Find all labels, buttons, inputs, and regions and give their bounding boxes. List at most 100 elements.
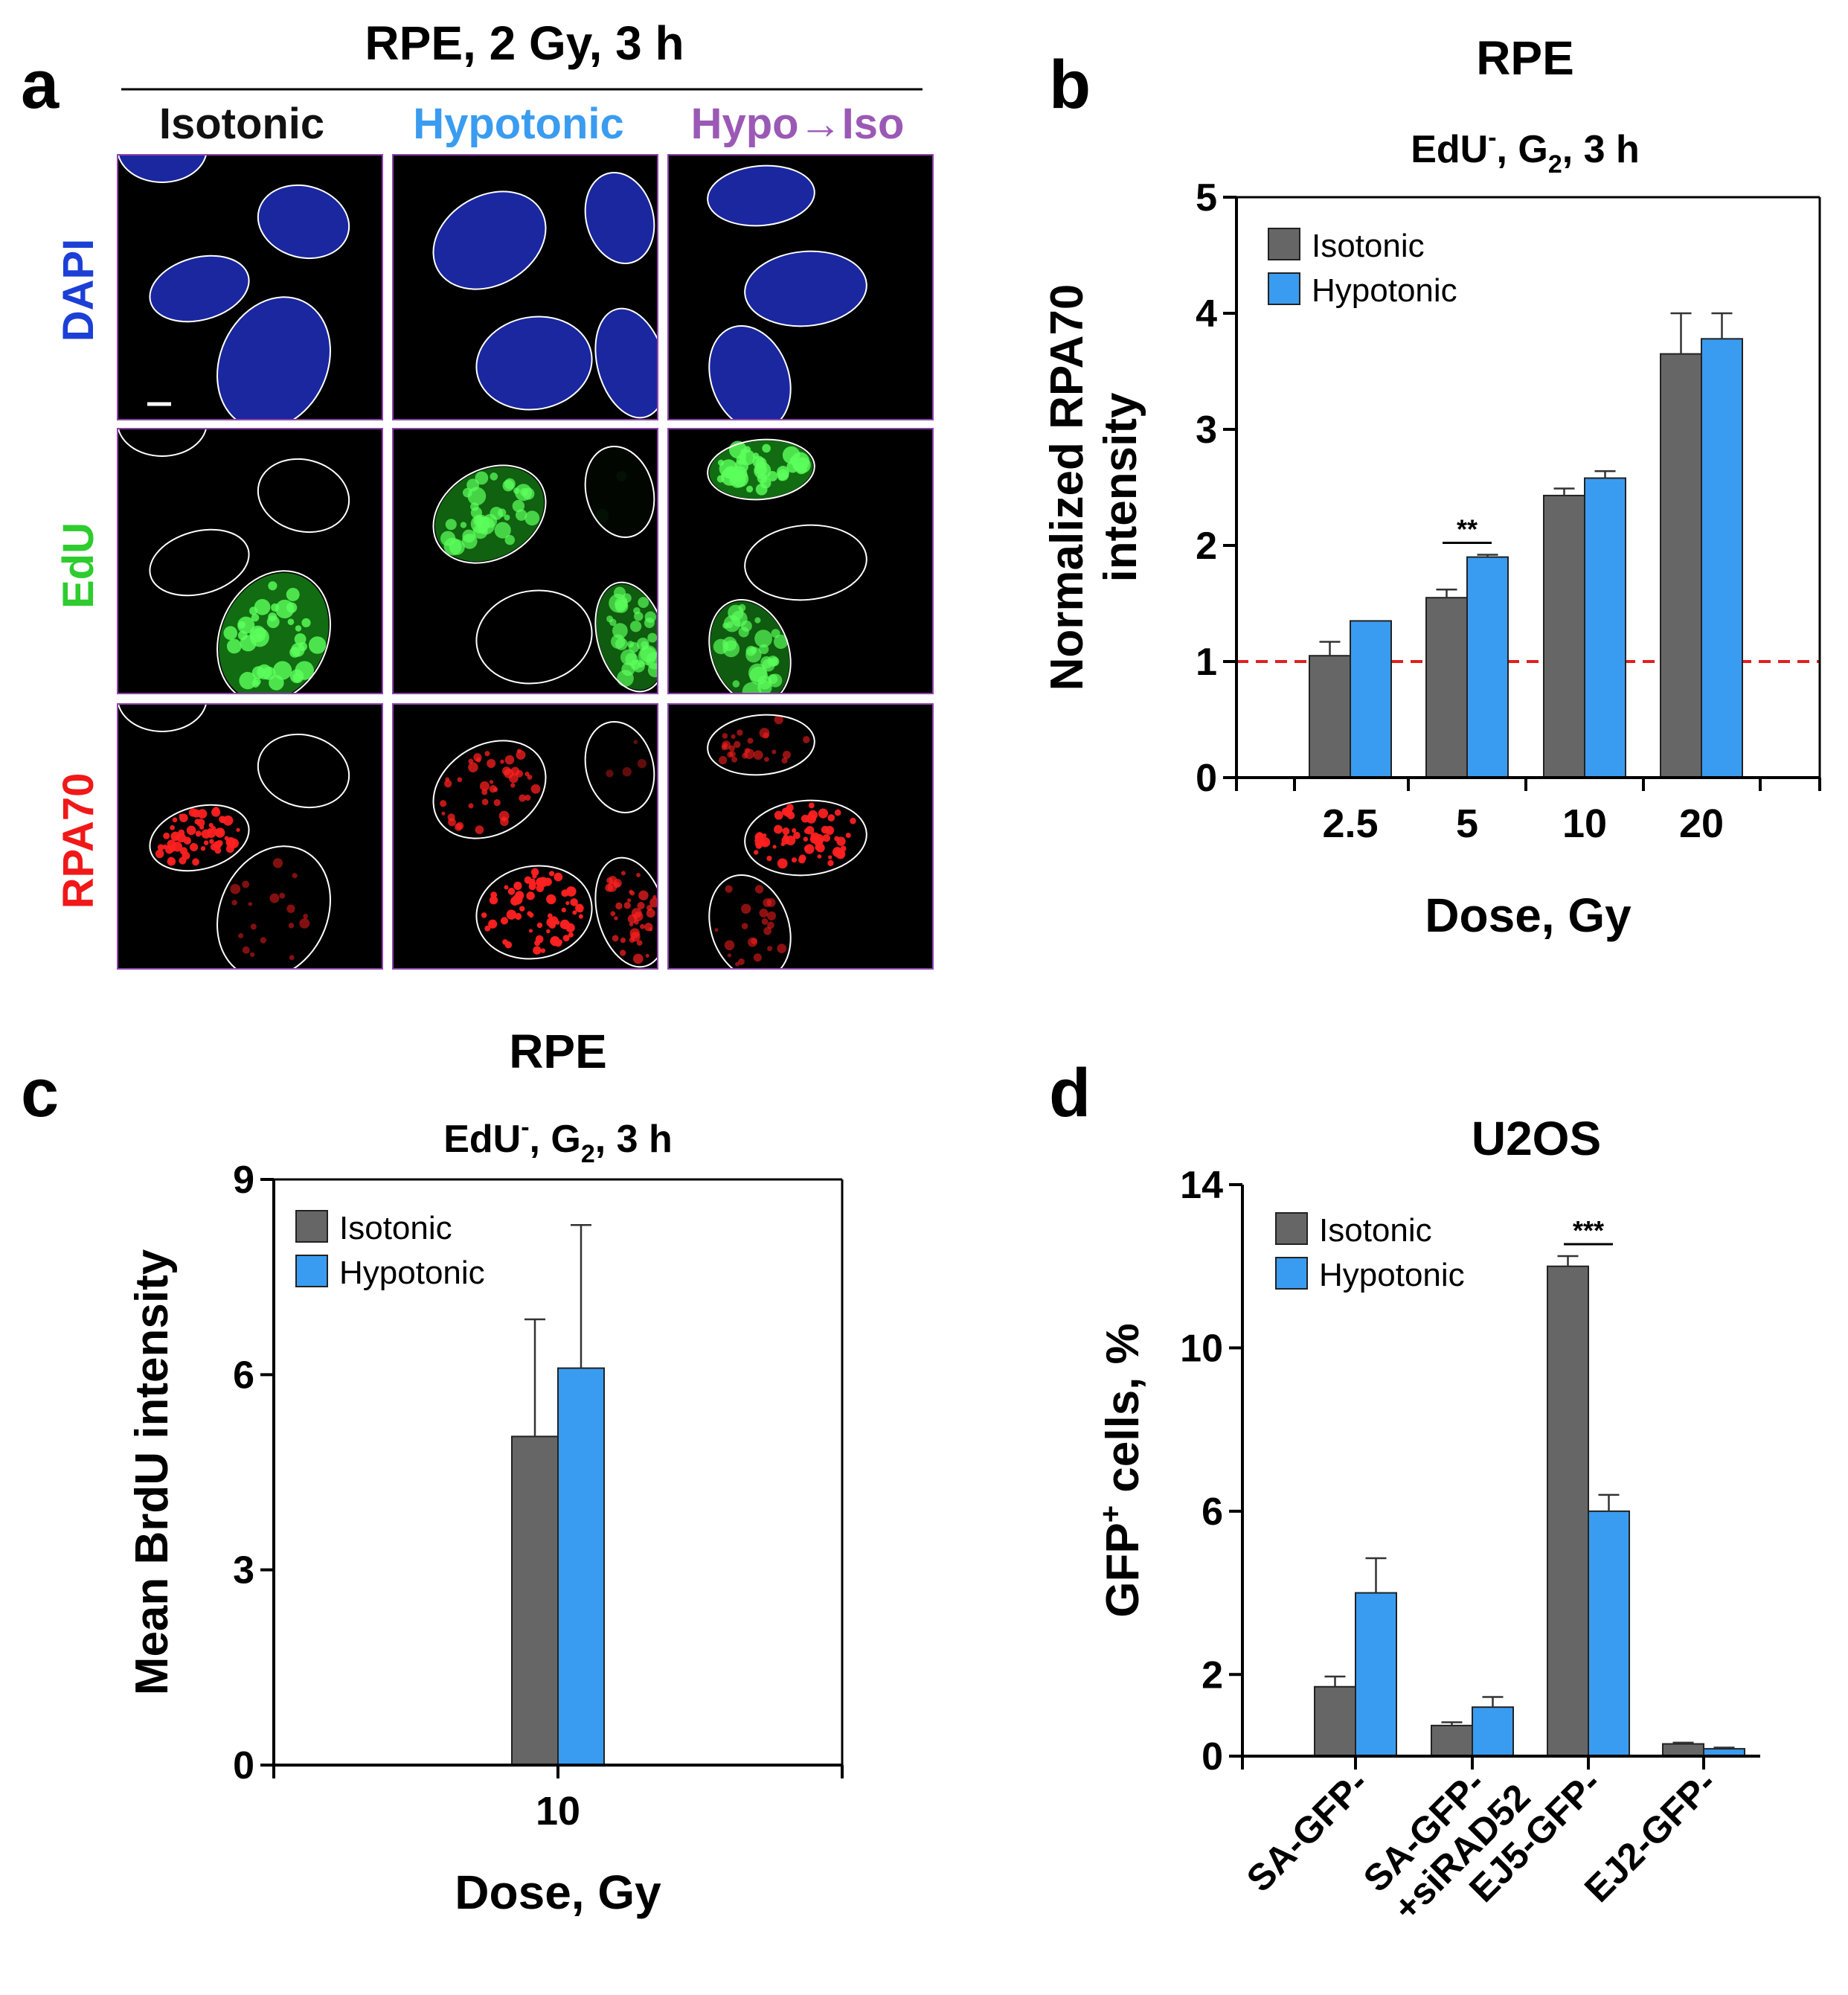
rpa70-focus	[803, 827, 810, 834]
rpa70-focus	[501, 766, 511, 775]
rpa70-focus	[454, 823, 463, 831]
edu-focus	[504, 534, 516, 545]
rpa70-focus	[762, 833, 767, 838]
bar-isotonic-2	[1543, 494, 1585, 778]
edu-focus	[515, 509, 527, 521]
nucleus-outline	[707, 438, 815, 501]
rpa70-focus	[747, 737, 754, 744]
rpa70-focus	[754, 833, 764, 842]
y-tick-label: 0	[1196, 757, 1217, 800]
y-axis-label: Normalized RPA70	[1042, 284, 1093, 691]
rpa70-focus	[734, 961, 739, 967]
rpa70-focus	[637, 902, 645, 910]
rpa70-focus	[612, 935, 619, 942]
rpa70-focus	[533, 946, 542, 955]
nucleus-outline	[216, 570, 331, 694]
rpa70-focus	[767, 946, 773, 952]
edu-focus	[520, 487, 528, 496]
y-tick-label: 9	[233, 1159, 254, 1202]
nucleus	[707, 438, 815, 501]
nucleus	[149, 804, 250, 872]
nucleus-outline	[257, 184, 350, 260]
rpa70-focus	[222, 815, 234, 826]
edu-focus	[777, 473, 786, 481]
edu-focus	[268, 612, 277, 622]
rpa70-focus	[292, 873, 298, 879]
edu-focus	[754, 630, 773, 648]
rpa70-focus	[224, 836, 229, 841]
edu-focus	[746, 485, 754, 493]
rpa70-focus	[622, 766, 632, 777]
nucleus-outline	[216, 296, 331, 420]
panel-a-title: RPE, 2 Gy, 3 h	[365, 16, 684, 70]
edu-focus	[647, 633, 658, 643]
rpa70-focus	[727, 953, 732, 958]
edu-focus	[749, 666, 769, 685]
rpa70-focus	[457, 777, 463, 783]
rpa70-focus	[238, 932, 244, 939]
nucleus-dapi-stain	[118, 155, 207, 182]
rpa70-focus	[633, 740, 638, 744]
rpa70-focus	[620, 871, 626, 876]
edu-focus	[301, 618, 311, 628]
rpa70-focus	[649, 927, 653, 932]
edu-focus	[745, 645, 757, 656]
nucleus-outline	[475, 316, 593, 411]
micrograph-border	[667, 154, 934, 420]
rpa70-focus	[242, 880, 250, 888]
rpa70-focus	[195, 830, 202, 837]
rpa70-focus	[772, 845, 777, 849]
rpa70-focus	[629, 891, 635, 896]
rpa70-focus	[741, 923, 748, 929]
rpa70-focus	[803, 836, 809, 842]
edu-focus	[254, 599, 271, 615]
edu-focus	[497, 508, 507, 517]
rpa70-focus	[512, 894, 523, 905]
rpa70-focus	[607, 882, 617, 892]
nucleus-outline	[257, 733, 350, 809]
rpa70-focus	[751, 938, 757, 945]
nucleus-outline	[475, 589, 593, 685]
rpa70-focus	[555, 920, 560, 925]
rpa70-focus	[645, 953, 649, 958]
rpa70-focus	[731, 756, 738, 763]
rpa70-focus	[771, 749, 777, 755]
edu-focus	[295, 625, 302, 632]
nucleus-outline	[584, 171, 655, 265]
rpa70-focus	[803, 846, 809, 851]
edu-focus	[634, 611, 644, 621]
edu-focus	[729, 471, 746, 488]
rpa70-focus	[786, 811, 795, 820]
micrograph-background	[393, 429, 658, 694]
edu-focus	[629, 621, 642, 633]
edu-focus	[722, 640, 740, 658]
rpa70-focus	[489, 896, 498, 905]
rpa70-focus	[228, 838, 240, 848]
edu-focus	[467, 487, 487, 506]
rpa70-focus	[753, 750, 763, 760]
rpa70-focus	[209, 839, 214, 845]
rpa70-focus	[211, 807, 221, 817]
rpa70-focus	[652, 894, 657, 899]
edu-focus	[738, 603, 746, 612]
rpa70-focus	[500, 759, 504, 764]
rpa70-focus	[636, 940, 643, 946]
rpa70-focus	[176, 833, 187, 843]
nucleus	[584, 445, 655, 539]
bar-isotonic-2	[1547, 1265, 1589, 1757]
nucleus-outline	[708, 325, 792, 420]
rpa70-focus	[488, 919, 498, 929]
rpa70-focus	[647, 905, 652, 911]
nucleus-dapi-stain	[708, 165, 815, 226]
legend-label-isotonic: Isotonic	[1319, 1212, 1432, 1249]
chart-title: RPE	[1476, 31, 1574, 85]
nucleus	[744, 799, 867, 877]
panel-b: b RPE EdU-, G2, 3 h ** 0 1 2 3 4 5 2.5 5 10 20 Dose, …	[1042, 31, 1821, 942]
edu-focus	[742, 682, 762, 694]
rpa70-focus	[615, 902, 623, 910]
edu-focus	[286, 587, 300, 601]
rpa70-focus	[473, 753, 482, 762]
rpa70-focus	[190, 842, 199, 852]
rpa70-focus	[763, 926, 772, 935]
micrograph-tile	[667, 154, 934, 420]
